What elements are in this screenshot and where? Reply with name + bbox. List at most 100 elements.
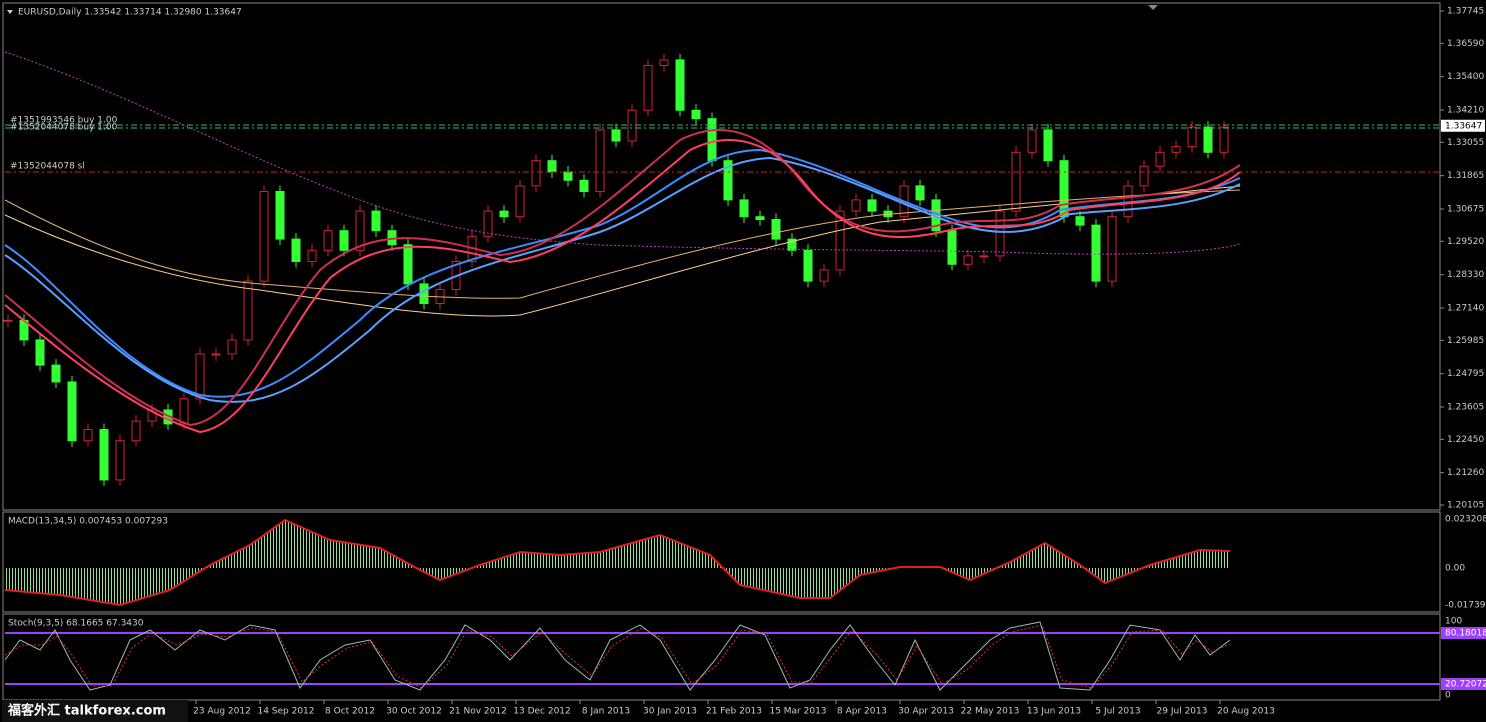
header-arrow bbox=[7, 10, 13, 14]
candle-body bbox=[1043, 129, 1053, 162]
candle-body bbox=[83, 429, 93, 442]
candle-body bbox=[691, 109, 701, 120]
stoch-tick: 0 bbox=[1445, 691, 1451, 701]
candle-body bbox=[1139, 165, 1149, 187]
candle-body bbox=[787, 238, 797, 251]
stoch-signal bbox=[4, 624, 1231, 689]
candle-body bbox=[851, 199, 861, 212]
current-price: 1.33647 bbox=[1445, 121, 1482, 131]
candle-body bbox=[1027, 129, 1037, 153]
candle-body bbox=[323, 230, 333, 251]
time-label: 30 Apr 2013 bbox=[898, 707, 954, 717]
macd-tick: -0.017398 bbox=[1445, 601, 1486, 611]
candle-body bbox=[659, 59, 669, 66]
time-label: 5 Jul 2013 bbox=[1095, 707, 1140, 717]
candle-body bbox=[307, 249, 317, 263]
order-label: #1351993546 buy 1.00 bbox=[10, 116, 118, 126]
time-label: 21 Nov 2012 bbox=[449, 707, 507, 717]
time-label: 8 Apr 2013 bbox=[837, 707, 887, 717]
macd-panel bbox=[2, 511, 1441, 613]
time-label: 13 Jun 2013 bbox=[1027, 707, 1081, 717]
macd-tick: 0.023208 bbox=[1445, 515, 1486, 525]
candle-body bbox=[675, 59, 685, 111]
macd-histogram bbox=[5, 520, 1230, 605]
candle-body bbox=[259, 190, 269, 282]
y-tick-label: 1.20105 bbox=[1447, 501, 1484, 511]
ma-red-2 bbox=[4, 139, 1241, 434]
y-tick-label: 1.29520 bbox=[1447, 237, 1484, 247]
time-label: 23 Aug 2012 bbox=[193, 707, 251, 717]
candle-body bbox=[867, 199, 877, 212]
macd-tick: 0.00 bbox=[1445, 564, 1465, 574]
time-label: 30 Oct 2012 bbox=[386, 707, 442, 717]
symbol-header: EURUSD,Daily 1.33542 1.33714 1.32980 1.3… bbox=[18, 8, 242, 18]
time-label: 14 Sep 2012 bbox=[257, 707, 314, 717]
y-tick-label: 1.27140 bbox=[1447, 303, 1484, 313]
candle-body bbox=[275, 190, 285, 240]
candle-body bbox=[419, 283, 429, 305]
y-tick-label: 1.36590 bbox=[1447, 39, 1484, 49]
sl-label: #1352044078 sl bbox=[10, 162, 85, 172]
stoch-panel bbox=[2, 613, 1441, 701]
macd-label: MACD(13,34,5) 0.007453 0.007293 bbox=[8, 517, 168, 527]
time-label: 29 Jul 2013 bbox=[1157, 707, 1208, 717]
time-label: 20 Aug 2013 bbox=[1217, 707, 1275, 717]
y-tick-label: 1.24795 bbox=[1447, 369, 1484, 379]
candle-body bbox=[771, 218, 781, 240]
y-tick-label: 1.28330 bbox=[1447, 270, 1484, 280]
candle-body bbox=[979, 255, 989, 258]
candle-body bbox=[643, 64, 653, 111]
time-label: 21 Feb 2013 bbox=[706, 707, 762, 717]
candle-body bbox=[195, 353, 205, 400]
y-tick-label: 1.21260 bbox=[1447, 468, 1484, 478]
order-label: #1352044078 buy 1.00 bbox=[10, 123, 118, 133]
y-tick-label: 1.23605 bbox=[1447, 402, 1484, 412]
ma-tan-2 bbox=[4, 185, 1241, 317]
candle-body bbox=[1203, 126, 1213, 153]
time-label: 30 Jan 2013 bbox=[643, 707, 697, 717]
candle-body bbox=[579, 179, 589, 192]
candle-body bbox=[1171, 146, 1181, 153]
current-price-box bbox=[1441, 119, 1485, 132]
y-tick-label: 1.34210 bbox=[1447, 105, 1484, 115]
candle-body bbox=[243, 280, 253, 341]
candle-body bbox=[995, 210, 1005, 257]
candle-body bbox=[1091, 224, 1101, 282]
stoch-tick: 100 bbox=[1445, 617, 1462, 627]
candle-body bbox=[371, 210, 381, 232]
candle-body bbox=[915, 185, 925, 201]
watermark: 福客外汇 talkforex.com bbox=[7, 703, 166, 719]
y-tick-label: 1.30675 bbox=[1447, 204, 1484, 214]
y-tick-label: 1.22450 bbox=[1447, 435, 1484, 445]
y-tick-label: 1.25985 bbox=[1447, 336, 1484, 346]
candle-body bbox=[755, 216, 765, 220]
candle-body bbox=[595, 129, 605, 192]
y-tick-label: 1.37745 bbox=[1447, 7, 1484, 17]
y-tick-label: 1.33055 bbox=[1447, 138, 1484, 148]
candle-body bbox=[339, 230, 349, 251]
shift-marker bbox=[1148, 5, 1158, 10]
time-label: 13 Dec 2012 bbox=[513, 707, 571, 717]
candle-body bbox=[739, 199, 749, 218]
candle-body bbox=[1107, 216, 1117, 282]
main-panel bbox=[2, 2, 1441, 511]
candle-body bbox=[51, 364, 61, 383]
time-label: 8 Oct 2012 bbox=[325, 707, 375, 717]
candle-body bbox=[835, 210, 845, 271]
ma-blue-1 bbox=[4, 148, 1241, 398]
candle-body bbox=[563, 171, 573, 181]
candle-body bbox=[963, 255, 973, 265]
candle-body bbox=[627, 109, 637, 142]
candle-body bbox=[131, 420, 141, 442]
stoch-label: Stoch(9,3,5) 68.1665 67.3430 bbox=[8, 619, 144, 629]
time-label: 8 Jan 2013 bbox=[582, 707, 630, 717]
ma-tan-1 bbox=[4, 189, 1241, 299]
stoch-tick-box bbox=[1441, 627, 1486, 639]
candle-body bbox=[1011, 151, 1021, 212]
candle-body bbox=[1219, 126, 1229, 153]
candle-body bbox=[531, 160, 541, 187]
y-tick-label: 1.35400 bbox=[1447, 72, 1484, 82]
candle-body bbox=[355, 210, 365, 251]
candle-body bbox=[1075, 216, 1085, 226]
